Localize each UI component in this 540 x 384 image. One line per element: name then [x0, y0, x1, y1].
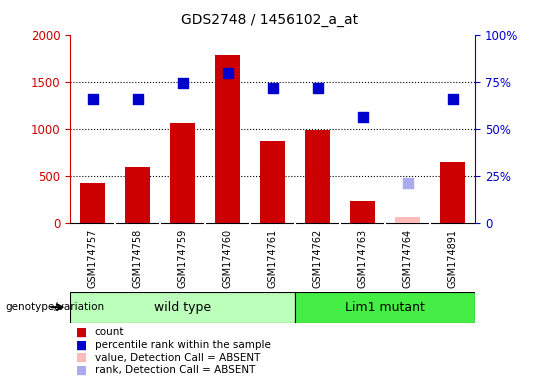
- Text: wild type: wild type: [154, 301, 211, 314]
- Text: GDS2748 / 1456102_a_at: GDS2748 / 1456102_a_at: [181, 13, 359, 27]
- Text: ■: ■: [76, 351, 87, 364]
- Text: GSM174891: GSM174891: [448, 229, 458, 288]
- Bar: [350, 201, 375, 223]
- Bar: [70, 292, 295, 323]
- Text: Lim1 mutant: Lim1 mutant: [345, 301, 425, 314]
- Text: percentile rank within the sample: percentile rank within the sample: [94, 340, 271, 350]
- Text: genotype/variation: genotype/variation: [5, 302, 105, 312]
- Point: [268, 85, 277, 91]
- Point: [359, 114, 367, 121]
- Bar: [260, 141, 285, 223]
- Text: value, Detection Call = ABSENT: value, Detection Call = ABSENT: [94, 353, 260, 362]
- Text: GSM174759: GSM174759: [178, 229, 188, 288]
- Point: [448, 96, 457, 102]
- Text: GSM174760: GSM174760: [222, 229, 233, 288]
- Point: [313, 85, 322, 91]
- Point: [133, 96, 142, 103]
- Bar: [395, 217, 420, 223]
- Text: count: count: [94, 327, 124, 337]
- Bar: [440, 162, 465, 223]
- Text: GSM174764: GSM174764: [403, 229, 413, 288]
- Point: [224, 70, 232, 76]
- Bar: [215, 55, 240, 223]
- Bar: [170, 123, 195, 223]
- Text: GSM174758: GSM174758: [133, 229, 143, 288]
- Point: [403, 180, 412, 186]
- Text: GSM174762: GSM174762: [313, 229, 323, 288]
- Text: ■: ■: [76, 364, 87, 377]
- Text: GSM174763: GSM174763: [357, 229, 368, 288]
- Text: GSM174761: GSM174761: [268, 229, 278, 288]
- Text: ■: ■: [76, 338, 87, 351]
- Text: GSM174757: GSM174757: [87, 229, 98, 288]
- Bar: [80, 183, 105, 223]
- Bar: [295, 292, 475, 323]
- Point: [178, 80, 187, 86]
- Bar: [305, 129, 330, 223]
- Text: rank, Detection Call = ABSENT: rank, Detection Call = ABSENT: [94, 365, 255, 375]
- Bar: [125, 167, 150, 223]
- Text: ■: ■: [76, 326, 87, 339]
- Point: [89, 96, 97, 103]
